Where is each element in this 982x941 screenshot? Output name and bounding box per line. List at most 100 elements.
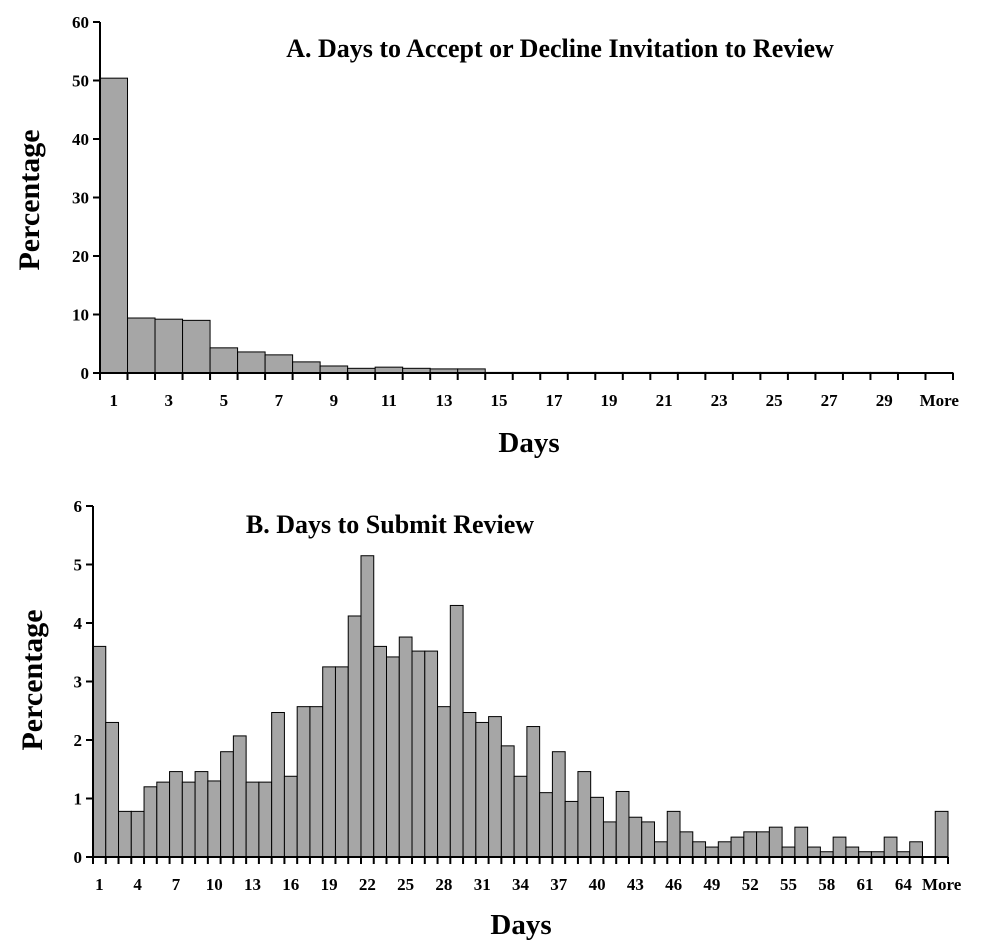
chart-panel-a: A. Days to Accept or Decline Invitation …	[13, 13, 959, 459]
bar-b-46	[666, 810, 681, 858]
a-y-tick-label-30: 30	[72, 189, 89, 208]
bar-b-31	[475, 721, 490, 858]
bar-b-30	[462, 712, 477, 858]
bar-b-4	[130, 810, 145, 858]
b-x-tick-label-31: 31	[474, 875, 491, 894]
b-x-tick-label-7: 7	[172, 875, 181, 894]
bar-a-7	[264, 354, 294, 374]
a-y-tick-label-0: 0	[81, 364, 90, 383]
bar-b-19	[322, 666, 336, 858]
bar-b-60	[845, 846, 860, 858]
b-x-tick-label-28: 28	[435, 875, 452, 894]
a-x-tick-label-25: 25	[766, 391, 783, 410]
bar-b-18	[309, 706, 324, 858]
a-x-tick-label-27: 27	[821, 391, 839, 410]
b-x-tick-label-61: 61	[857, 875, 874, 894]
bar-b-33	[500, 745, 515, 858]
bar-b-53	[756, 831, 770, 858]
a-x-tick-label-9: 9	[330, 391, 339, 410]
b-y-tick-label-0: 0	[74, 848, 83, 867]
chart-a-y-ticks: 0 10 20 30 40 50 60	[72, 13, 100, 383]
bar-b-27	[424, 650, 439, 858]
bar-a-4	[182, 319, 211, 374]
b-x-tick-label-16: 16	[282, 875, 299, 894]
bar-b-34	[513, 775, 528, 858]
bar-b-23	[373, 645, 388, 858]
b-x-tick-label-46: 46	[665, 875, 682, 894]
bar-b-2	[105, 721, 120, 858]
bar-a-9	[319, 365, 349, 374]
bar-b-39	[577, 771, 592, 858]
a-y-tick-label-50: 50	[72, 72, 89, 91]
a-y-tick-label-60: 60	[72, 13, 89, 32]
b-x-tick-label-19: 19	[321, 875, 338, 894]
a-x-tick-label-15: 15	[490, 391, 507, 410]
bar-b-47	[679, 831, 694, 858]
bar-b-29	[449, 604, 464, 858]
bar-b-1	[92, 645, 107, 858]
bar-b-42	[615, 790, 630, 858]
bar-b-8	[181, 781, 196, 858]
bar-a-6	[237, 351, 266, 374]
b-x-tick-label-40: 40	[589, 875, 606, 894]
chart-panel-b: B. Days to Submit Review Percentage Days…	[16, 497, 962, 941]
bar-b-6	[156, 781, 171, 858]
bar-b-25	[398, 636, 413, 858]
b-x-tick-label-55: 55	[780, 875, 797, 894]
bar-b-28	[437, 706, 451, 858]
bar-b-20	[334, 666, 349, 858]
bar-b-54	[768, 826, 783, 858]
b-y-tick-label-6: 6	[74, 497, 83, 516]
bar-a-2	[127, 317, 156, 374]
bar-b-43	[628, 816, 643, 858]
bar-b-40	[590, 796, 604, 858]
bar-b-7	[169, 771, 183, 858]
chart-b-x-ticks: 1 4 7 10 13 16 19 22 25 28 31 34 37 40 43 46 49 52 55 58 61 6…	[92, 857, 962, 894]
b-x-tick-label-49: 49	[703, 875, 720, 894]
chart-a-x-ticks: 1 3 5 7 9 11 13 15 17 19 21 23 25 27 29 More	[99, 373, 960, 410]
bar-b-16	[283, 775, 298, 858]
b-y-tick-label-5: 5	[74, 556, 83, 575]
b-x-tick-label-64: 64	[895, 875, 913, 894]
bar-b-14	[258, 781, 273, 858]
bar-b-50	[717, 841, 732, 858]
b-x-tick-label-10: 10	[206, 875, 223, 894]
bar-b-17	[296, 706, 311, 858]
bar-b-32	[488, 716, 502, 858]
b-y-tick-label-4: 4	[74, 614, 83, 633]
bar-b-48	[692, 841, 707, 858]
bar-b-More	[934, 810, 949, 858]
bar-b-35	[526, 726, 541, 858]
bar-b-12	[232, 735, 247, 858]
b-x-tick-label-34: 34	[512, 875, 530, 894]
bar-b-15	[271, 712, 285, 858]
bar-b-11	[220, 751, 234, 858]
a-y-tick-label-20: 20	[72, 247, 89, 266]
bar-b-38	[564, 800, 579, 858]
a-x-tick-label-17: 17	[546, 391, 564, 410]
a-x-tick-label-21: 21	[656, 391, 673, 410]
a-x-tick-label-11: 11	[381, 391, 397, 410]
a-x-tick-label-1: 1	[110, 391, 119, 410]
a-x-tick-label-3: 3	[165, 391, 174, 410]
chart-b-ylabel: Percentage	[16, 609, 49, 750]
b-y-tick-label-2: 2	[74, 731, 83, 750]
bar-b-36	[539, 792, 553, 858]
bar-b-55	[781, 846, 796, 858]
b-x-tick-label-43: 43	[627, 875, 644, 894]
chart-a-ylabel: Percentage	[13, 129, 46, 270]
bar-b-5	[143, 786, 158, 858]
a-x-tick-label-More: More	[920, 391, 960, 410]
b-x-tick-label-25: 25	[397, 875, 414, 894]
bar-b-21	[347, 615, 362, 858]
bar-b-24	[386, 656, 400, 858]
chart-a-title: A. Days to Accept or Decline Invitation …	[286, 34, 834, 63]
bar-b-45	[653, 841, 668, 858]
bar-b-51	[730, 836, 745, 858]
a-y-tick-label-40: 40	[72, 130, 89, 149]
bar-b-3	[118, 810, 132, 858]
chart-b-y-ticks: 0 1 2 3 4 5 6	[74, 497, 93, 867]
bar-b-22	[360, 555, 375, 858]
bar-b-9	[194, 771, 209, 858]
